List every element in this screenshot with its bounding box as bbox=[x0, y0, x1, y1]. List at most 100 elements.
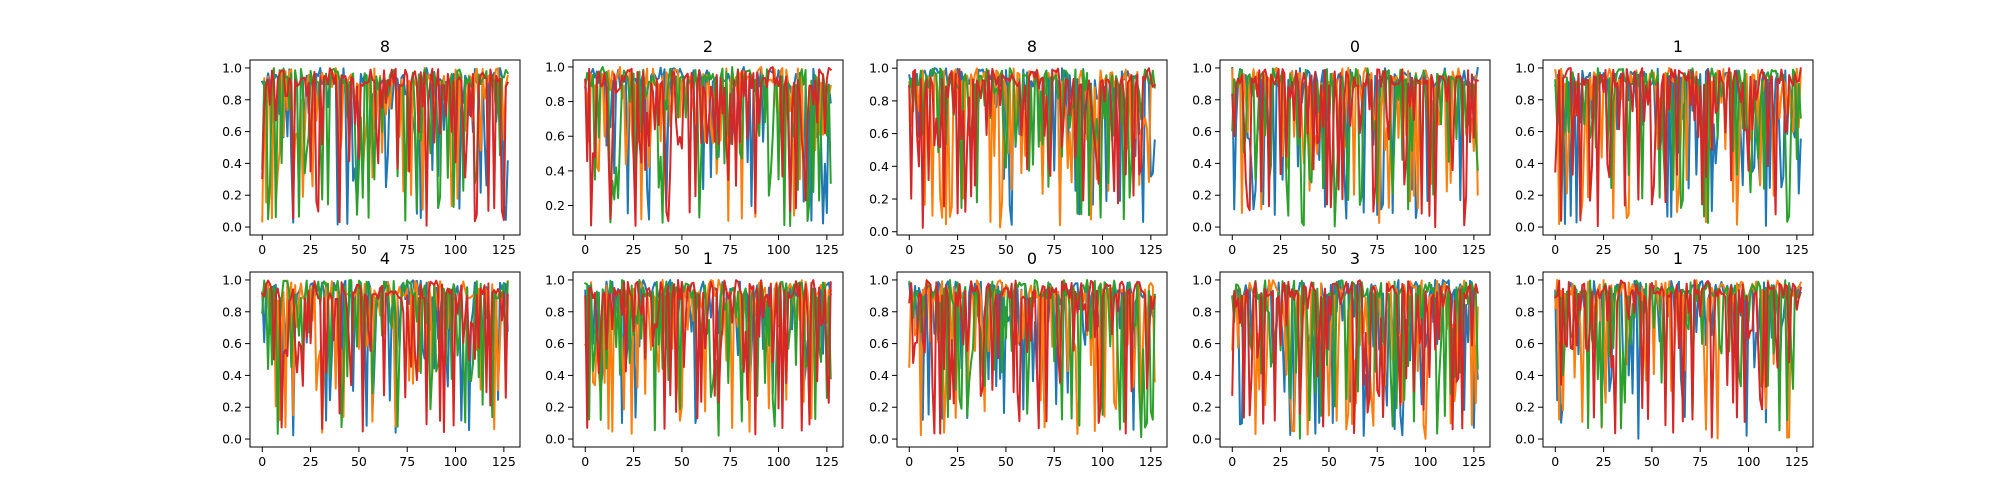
y-tick-label: 0.0 bbox=[545, 432, 565, 447]
x-tick-label: 0 bbox=[905, 454, 913, 469]
y-tick-label: 0.2 bbox=[545, 400, 565, 415]
y-tick-label: 0.4 bbox=[869, 159, 889, 174]
series-group bbox=[583, 278, 833, 437]
y-tick-label: 0.0 bbox=[1192, 220, 1212, 235]
subplot-title: 0 bbox=[1027, 249, 1037, 268]
series-line-4 bbox=[584, 66, 833, 227]
x-tick-label: 25 bbox=[1273, 242, 1289, 257]
x-tick-label: 25 bbox=[950, 242, 966, 257]
x-tick-label: 50 bbox=[674, 242, 690, 257]
y-tick-label: 1.0 bbox=[1192, 272, 1212, 287]
y-tick-label: 1.0 bbox=[869, 61, 889, 76]
x-tick-label: 100 bbox=[1414, 454, 1438, 469]
series-line-3 bbox=[583, 279, 832, 437]
y-tick-label: 0.2 bbox=[869, 400, 889, 415]
x-tick-label: 0 bbox=[1228, 454, 1236, 469]
y-tick-label: 0.8 bbox=[545, 304, 565, 319]
y-tick-label: 0.4 bbox=[1192, 156, 1212, 171]
series-group bbox=[260, 67, 510, 227]
y-tick-label: 0.6 bbox=[869, 126, 889, 141]
x-tick-label: 125 bbox=[492, 242, 516, 257]
y-tick-label: 1.0 bbox=[545, 59, 565, 74]
x-tick-label: 0 bbox=[258, 242, 266, 257]
series-line-4 bbox=[908, 67, 1157, 229]
subplot-3: 8 0 25 50 75 100 125 0.0 0.2 0.4 0.6 0.8 1.0 bbox=[869, 37, 1168, 257]
x-tick-label: 0 bbox=[581, 242, 589, 257]
x-tick-label: 50 bbox=[1321, 454, 1337, 469]
series-line-4 bbox=[261, 67, 510, 227]
x-tick-label: 25 bbox=[950, 454, 966, 469]
axes-frame bbox=[572, 271, 844, 448]
x-tick-label: 100 bbox=[444, 454, 468, 469]
x-tick-label: 125 bbox=[815, 242, 839, 257]
x-tick-label: 0 bbox=[581, 454, 589, 469]
y-tick-label: 0.4 bbox=[222, 156, 242, 171]
subplot-2: 2 0 25 50 75 100 125 0.2 0.4 0.6 0.8 1.0 bbox=[545, 37, 844, 257]
axes-frame bbox=[1542, 59, 1814, 236]
y-tick-label: 0.2 bbox=[222, 188, 242, 203]
x-tick-label: 125 bbox=[815, 454, 839, 469]
y-tick-label: 0.4 bbox=[1192, 368, 1212, 383]
x-tick-label: 75 bbox=[1046, 242, 1062, 257]
y-tick-label: 0.8 bbox=[869, 304, 889, 319]
x-tick-label: 125 bbox=[1785, 242, 1809, 257]
series-line-4 bbox=[1231, 68, 1479, 228]
y-tick-label: 0.0 bbox=[869, 224, 889, 239]
axes-frame bbox=[249, 271, 521, 448]
x-tick-label: 75 bbox=[399, 242, 415, 257]
x-tick-label: 0 bbox=[1551, 454, 1559, 469]
series-group bbox=[1554, 66, 1802, 228]
series-group bbox=[1231, 66, 1479, 228]
x-tick-label: 0 bbox=[1228, 242, 1236, 257]
axes-frame bbox=[896, 271, 1168, 448]
subplot-5: 1 0 25 50 75 100 125 0.0 0.2 0.4 0.6 0.8 1.0 bbox=[1515, 37, 1814, 257]
y-tick-label: 1.0 bbox=[222, 60, 242, 75]
series-line-4 bbox=[1554, 67, 1802, 228]
subplot-title: 1 bbox=[1673, 249, 1683, 268]
x-tick-label: 75 bbox=[399, 454, 415, 469]
y-tick-label: 0.8 bbox=[869, 93, 889, 108]
subplot-9: 3 0 25 50 75 100 125 0.0 0.2 0.4 0.6 0.8 1.0 bbox=[1192, 249, 1491, 469]
y-tick-label: 0.8 bbox=[222, 92, 242, 107]
x-tick-label: 25 bbox=[1596, 242, 1612, 257]
subplot-6: 4 0 25 50 75 100 125 0.0 0.2 0.4 0.6 0.8 1.0 bbox=[222, 249, 521, 469]
y-tick-label: 0.2 bbox=[869, 192, 889, 207]
y-tick-label: 1.0 bbox=[222, 272, 242, 287]
x-tick-label: 50 bbox=[1321, 242, 1337, 257]
series-group bbox=[1553, 278, 1803, 440]
y-tick-label: 0.2 bbox=[1192, 188, 1212, 203]
subplot-title: 8 bbox=[1027, 37, 1037, 56]
x-tick-label: 25 bbox=[303, 454, 319, 469]
y-tick-label: 0.0 bbox=[222, 432, 242, 447]
series-line-4 bbox=[1231, 279, 1479, 435]
y-tick-label: 1.0 bbox=[1192, 60, 1212, 75]
x-tick-label: 50 bbox=[674, 454, 690, 469]
y-tick-label: 0.6 bbox=[869, 336, 889, 351]
y-tick-label: 0.2 bbox=[1515, 188, 1535, 203]
x-tick-label: 125 bbox=[1139, 242, 1163, 257]
series-line-4 bbox=[260, 279, 509, 434]
y-tick-label: 0.8 bbox=[1192, 304, 1212, 319]
series-line-4 bbox=[584, 279, 832, 436]
y-tick-label: 0.6 bbox=[1515, 124, 1535, 139]
x-tick-label: 75 bbox=[1046, 454, 1062, 469]
y-tick-label: 1.0 bbox=[1515, 272, 1535, 287]
y-tick-label: 0.4 bbox=[222, 368, 242, 383]
y-tick-label: 0.0 bbox=[222, 220, 242, 235]
subplot-title: 3 bbox=[1350, 249, 1360, 268]
x-tick-label: 25 bbox=[1596, 454, 1612, 469]
axes-frame bbox=[896, 59, 1168, 236]
x-tick-label: 25 bbox=[626, 454, 642, 469]
y-tick-label: 0.6 bbox=[222, 124, 242, 139]
series-line-4 bbox=[1553, 279, 1802, 439]
x-tick-label: 75 bbox=[1692, 454, 1708, 469]
y-tick-label: 0.8 bbox=[1515, 304, 1535, 319]
x-tick-label: 100 bbox=[1091, 242, 1115, 257]
series-group bbox=[584, 65, 833, 227]
y-tick-label: 0.0 bbox=[1515, 220, 1535, 235]
x-tick-label: 75 bbox=[1369, 454, 1385, 469]
axes-frame bbox=[1219, 59, 1491, 236]
x-tick-label: 75 bbox=[722, 242, 738, 257]
x-tick-label: 0 bbox=[1551, 242, 1559, 257]
